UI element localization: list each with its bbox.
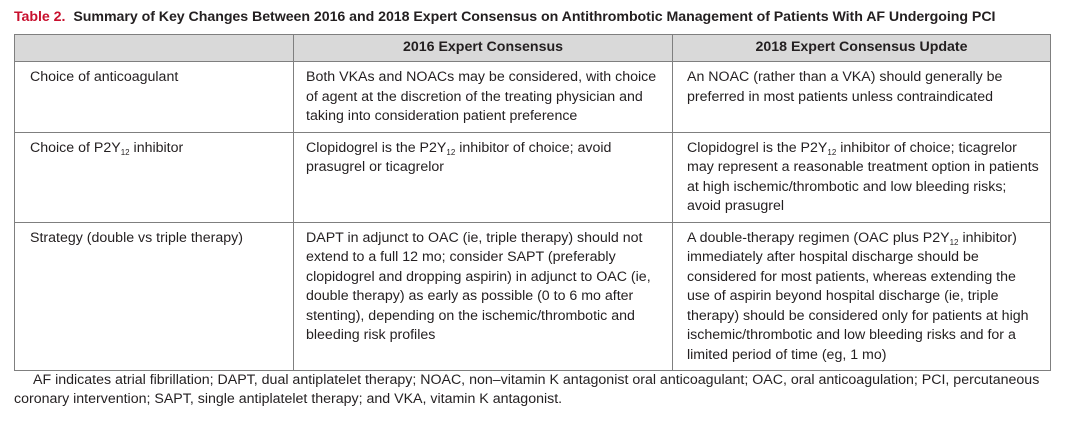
table-caption: Table 2. Summary of Key Changes Between 2… <box>14 7 1064 27</box>
cell-text: Both VKAs and NOACs may be considered, w… <box>306 69 657 124</box>
header-2016: 2016 Expert Consensus <box>293 34 673 62</box>
cell-text: DAPT in adjunct to OAC (ie, triple thera… <box>306 229 651 344</box>
row-topic: Choice of P2Y12 inhibitor <box>14 132 294 223</box>
row-2018: A double-therapy regimen (OAC plus P2Y12… <box>672 222 1051 371</box>
table-row: Choice of P2Y12 inhibitor Clopidogrel is… <box>14 132 1051 223</box>
row-2016: DAPT in adjunct to OAC (ie, triple thera… <box>293 222 673 371</box>
summary-table: 2016 Expert Consensus 2018 Expert Consen… <box>14 34 1051 371</box>
cell-text: inhibitor <box>129 139 184 156</box>
row-topic: Strategy (double vs triple therapy) <box>14 222 294 371</box>
cell-text: An NOAC (rather than a VKA) should gener… <box>687 69 1003 105</box>
row-2016: Both VKAs and NOACs may be considered, w… <box>293 61 673 133</box>
header-topic <box>14 34 294 62</box>
table-footnote: AF indicates atrial fibrillation; DAPT, … <box>14 372 1040 407</box>
subscript: 12 <box>446 147 456 157</box>
subscript: 12 <box>827 147 837 157</box>
cell-text: Choice of P2Y <box>30 139 121 156</box>
table-row: Strategy (double vs triple therapy) DAPT… <box>14 222 1051 371</box>
cell-text: Clopidogrel is the P2Y <box>306 139 447 156</box>
row-topic: Choice of anticoagulant <box>14 61 294 133</box>
row-2018: Clopidogrel is the P2Y12 inhibitor of ch… <box>672 132 1051 223</box>
table-row: Choice of anticoagulant Both VKAs and NO… <box>14 61 1051 133</box>
cell-text: A double-therapy regimen (OAC plus P2Y <box>687 229 950 246</box>
row-2018: An NOAC (rather than a VKA) should gener… <box>672 61 1051 133</box>
row-2016: Clopidogrel is the P2Y12 inhibitor of ch… <box>293 132 673 223</box>
cell-text: Clopidogrel is the P2Y <box>687 139 828 156</box>
cell-text: Choice of anticoagulant <box>30 69 179 85</box>
cell-text: inhibitor) immediately after hospital di… <box>687 229 1029 363</box>
subscript: 12 <box>120 147 130 157</box>
table-label: Table 2. <box>14 9 66 25</box>
cell-text: inhibitor of choice; avoid prasugrel or … <box>306 139 612 176</box>
subscript: 12 <box>949 237 959 247</box>
header-row: 2016 Expert Consensus 2018 Expert Consen… <box>14 34 1051 62</box>
cell-text: inhibitor of choice; ticagrelor may repr… <box>687 139 1039 215</box>
cell-text: Strategy (double vs triple therapy) <box>30 229 243 246</box>
header-2018: 2018 Expert Consensus Update <box>672 34 1051 62</box>
table-title: Summary of Key Changes Between 2016 and … <box>73 9 996 25</box>
